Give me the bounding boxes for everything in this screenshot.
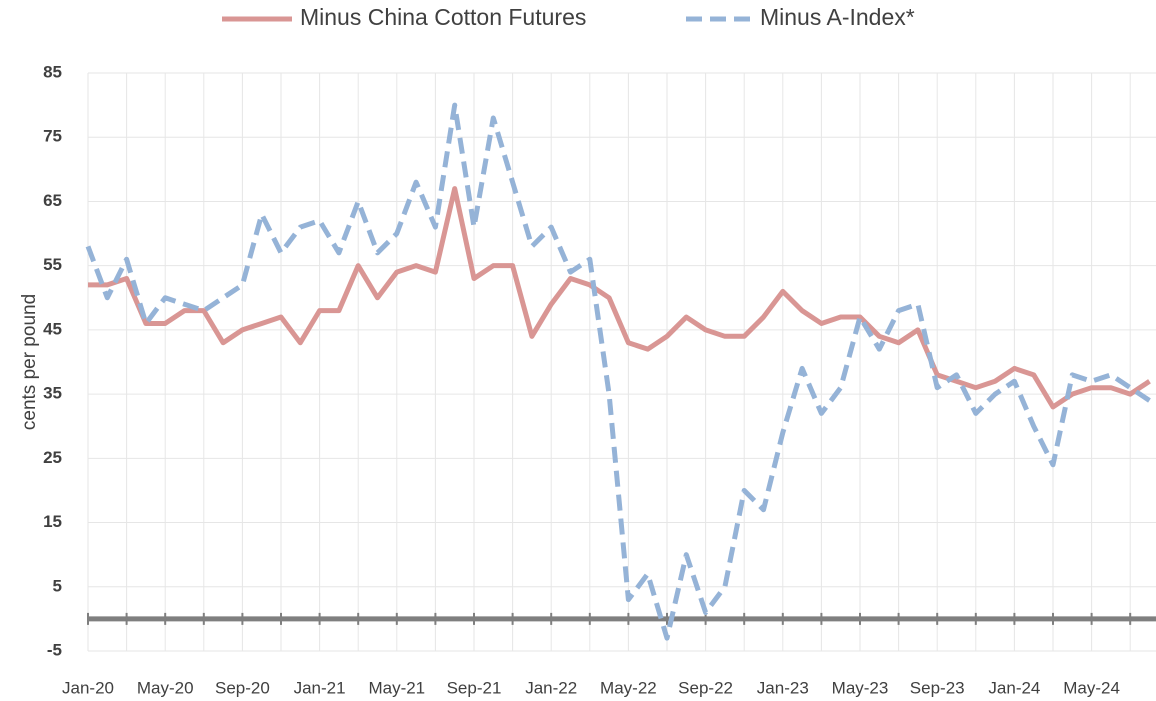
x-tick-label: Sep-23	[910, 678, 965, 697]
y-tick-label: 25	[43, 448, 62, 467]
y-axis-label: cents per pound	[19, 294, 40, 430]
legend-label: Minus China Cotton Futures	[300, 4, 586, 30]
y-tick-label: -5	[47, 640, 62, 659]
x-tick-label: Jan-24	[988, 678, 1040, 697]
x-tick-label: Sep-21	[447, 678, 502, 697]
y-tick-label: 75	[43, 127, 62, 146]
x-tick-label: Jan-23	[757, 678, 809, 697]
y-tick-label: 85	[43, 62, 62, 81]
x-tick-label: Jan-20	[62, 678, 114, 697]
x-tick-label: Jan-21	[294, 678, 346, 697]
x-tick-label: Jan-22	[525, 678, 577, 697]
x-tick-label: May-24	[1063, 678, 1120, 697]
y-tick-label: 15	[43, 512, 62, 531]
x-tick-label: Sep-20	[215, 678, 270, 697]
x-tick-label: Sep-22	[678, 678, 733, 697]
y-tick-label: 35	[43, 384, 62, 403]
x-tick-label: May-20	[137, 678, 194, 697]
x-tick-label: May-22	[600, 678, 657, 697]
y-tick-label: 45	[43, 319, 62, 338]
legend-label: Minus A-Index*	[760, 4, 915, 30]
y-tick-label: 5	[53, 576, 62, 595]
y-tick-label: 55	[43, 255, 62, 274]
series-line	[85, 102, 1151, 641]
y-tick-label: 65	[43, 191, 62, 210]
x-tick-label: May-21	[368, 678, 425, 697]
x-tick-label: May-23	[832, 678, 889, 697]
series-line	[88, 186, 1151, 410]
